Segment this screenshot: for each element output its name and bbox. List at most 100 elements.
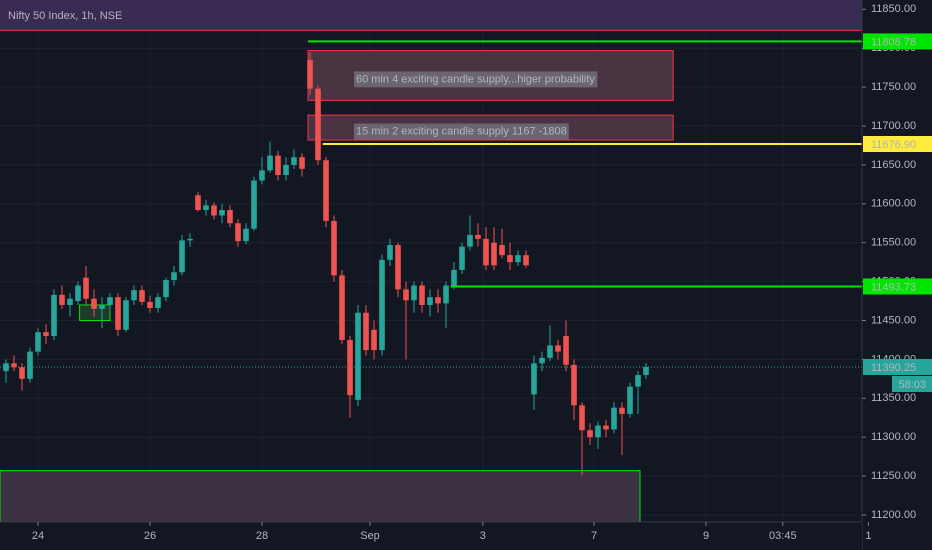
y-tick-label: 11250.00 xyxy=(871,470,916,482)
candle-body xyxy=(35,332,41,352)
y-tick-label: 11550.00 xyxy=(871,237,916,249)
countdown-bg xyxy=(892,375,932,392)
candle-body xyxy=(627,386,633,414)
last-price-label-bg xyxy=(863,358,932,375)
candle-body xyxy=(371,329,377,351)
candle-body xyxy=(643,366,649,375)
y-tick-label: 11200.00 xyxy=(871,509,916,521)
x-tick-label: Sep xyxy=(360,530,380,542)
candle-body xyxy=(339,275,345,340)
candle-body xyxy=(499,245,505,256)
x-tick-label: 7 xyxy=(591,530,597,542)
level-label-bg xyxy=(863,33,932,50)
candle-body xyxy=(571,364,577,406)
candle-body xyxy=(635,374,641,387)
candle-body xyxy=(259,170,265,181)
candle-body xyxy=(379,259,385,351)
x-tick-label: 1 xyxy=(865,530,871,542)
zone-label: 15 min 2 exciting candle supply 1167 -18… xyxy=(356,125,567,137)
candle-body xyxy=(563,336,569,365)
candle-body xyxy=(363,312,369,351)
candle-body xyxy=(587,430,593,438)
candle-body xyxy=(251,180,257,229)
candle-body xyxy=(531,363,537,395)
candle-body xyxy=(579,405,585,431)
zone-label: 60 min 4 exciting candle supply...higer … xyxy=(356,73,595,85)
candle-body xyxy=(331,220,337,276)
candle-body xyxy=(291,157,297,165)
candle-body xyxy=(3,363,9,372)
candle-body xyxy=(211,205,217,216)
candle-body xyxy=(619,407,625,414)
candle-body xyxy=(267,155,273,171)
candle-body xyxy=(187,238,193,241)
candle-body xyxy=(139,290,145,302)
level-label: 11676.90 xyxy=(871,139,916,151)
candle-body xyxy=(611,407,617,430)
x-tick-label: 3 xyxy=(480,530,486,542)
candle-body xyxy=(203,205,209,211)
candle-body xyxy=(403,289,409,301)
candle-body xyxy=(299,157,305,169)
candle-body xyxy=(27,351,33,379)
top-band xyxy=(0,0,862,31)
time-axis xyxy=(0,522,862,550)
candle-body xyxy=(411,285,417,301)
candle-body xyxy=(475,234,481,239)
candle-body xyxy=(99,304,105,309)
candle-body xyxy=(11,363,17,368)
candle-body xyxy=(171,272,177,281)
candle-body xyxy=(51,294,57,337)
candle-body xyxy=(43,332,49,337)
candle-body xyxy=(603,425,609,430)
y-tick-label: 11300.00 xyxy=(871,431,916,443)
y-tick-label: 11650.00 xyxy=(871,159,916,171)
candle-body xyxy=(483,238,489,266)
candle-body xyxy=(67,298,73,305)
candle-body xyxy=(275,155,281,176)
candle-body xyxy=(131,290,137,301)
candle-body xyxy=(555,345,561,352)
candle-body xyxy=(219,210,225,216)
candle-body xyxy=(427,297,433,305)
candle-body xyxy=(195,195,201,211)
level-label: 11493.73 xyxy=(871,281,916,293)
candle-body xyxy=(235,223,241,242)
last-price-label: 11390.25 xyxy=(871,362,916,374)
candle-body xyxy=(115,297,121,330)
y-tick-label: 11450.00 xyxy=(871,314,916,326)
candle-body xyxy=(435,297,441,304)
candle-body xyxy=(515,255,521,263)
candle-body xyxy=(163,280,169,298)
y-tick-label: 11750.00 xyxy=(871,81,916,93)
candle-body xyxy=(227,210,233,224)
candle-body xyxy=(347,339,353,396)
candle-body xyxy=(59,294,65,305)
candle-body xyxy=(419,285,425,305)
y-tick-label: 11600.00 xyxy=(871,198,916,210)
candle-body xyxy=(467,234,473,247)
x-tick-label: 24 xyxy=(32,530,44,542)
candle-body xyxy=(147,301,153,309)
candle-body xyxy=(451,269,457,286)
chart-title: Nifty 50 Index, 1h, NSE xyxy=(8,10,122,22)
level-label-bg xyxy=(863,135,932,152)
x-tick-label: 28 xyxy=(256,530,268,542)
candle-body xyxy=(323,160,329,221)
candle-body xyxy=(107,297,113,305)
candle-body xyxy=(595,425,601,438)
x-tick-label: 03:45 xyxy=(769,530,797,542)
candle-body xyxy=(387,245,393,260)
price-axis xyxy=(862,0,932,550)
candle-body xyxy=(539,357,545,364)
candle-body xyxy=(395,245,401,290)
candle-body xyxy=(307,59,313,89)
x-tick-label: 26 xyxy=(144,530,156,542)
candle-body xyxy=(75,285,81,302)
candle-body xyxy=(283,164,289,176)
zone-label-bg xyxy=(354,123,569,140)
x-tick-label: 9 xyxy=(703,530,709,542)
candle-body xyxy=(355,312,361,400)
y-tick-label: 11700.00 xyxy=(871,120,916,132)
